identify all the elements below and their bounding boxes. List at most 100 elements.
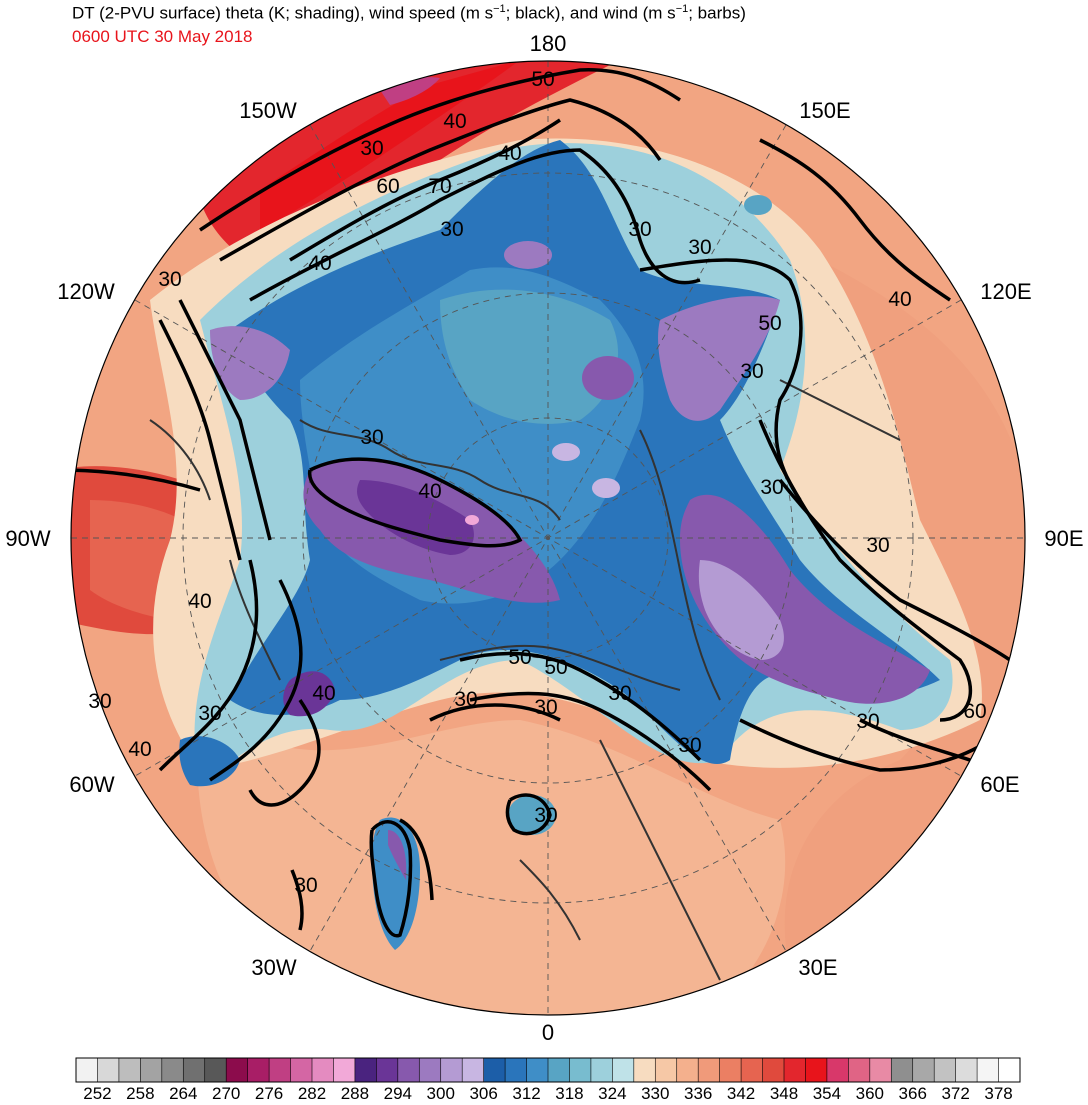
colorbar-swatch	[505, 1058, 527, 1082]
colorbar-tick-label: 348	[770, 1084, 798, 1103]
colorbar-tick-label: 282	[298, 1084, 326, 1103]
contour-west-1	[178, 299, 272, 541]
jet-contour-pacific-4	[289, 118, 561, 262]
colorbar-swatch	[97, 1058, 120, 1082]
colorbar-swatch	[161, 1058, 184, 1082]
colorbar-swatch	[998, 1058, 1021, 1082]
contour-atlantic-3	[290, 869, 304, 931]
contour-label: 40	[888, 288, 911, 311]
colorbar-swatch	[869, 1058, 892, 1082]
contour-atlantic-2	[399, 818, 434, 901]
colorbar-tick-label: 366	[899, 1084, 927, 1103]
contour-label: 40	[498, 142, 521, 165]
contour-label: 30	[608, 682, 631, 705]
contour-southwest-3	[248, 699, 321, 807]
contour-label: 60	[963, 700, 986, 723]
contour-northeast-2	[759, 138, 951, 302]
theta-shading	[71, 61, 1025, 1015]
lon-label-0: 0	[542, 1020, 554, 1045]
colorbar-tick-label: 378	[984, 1084, 1012, 1103]
colorbar-swatch	[569, 1058, 592, 1082]
contour-south-3	[429, 703, 561, 722]
colorbar-swatch	[719, 1058, 742, 1082]
colorbar-swatch	[977, 1058, 999, 1082]
valid-time: 0600 UTC 30 May 2018	[72, 27, 253, 46]
colorbar-tick-label: 288	[341, 1084, 369, 1103]
contour-label: 30	[740, 360, 763, 383]
southwest-blue	[179, 736, 240, 787]
lon-label-60e: 60E	[980, 772, 1019, 797]
contour-label: 40	[443, 110, 466, 133]
contour-west-2	[158, 319, 242, 561]
contour-label: 60	[376, 175, 399, 198]
contour-label: 30	[534, 696, 557, 719]
cold-pool-east-inner	[698, 560, 784, 660]
cold-pool-west	[210, 326, 290, 400]
map-title: DT (2-PVU surface) theta (K; shading), w…	[72, 3, 746, 23]
contour-label: 70	[428, 175, 451, 198]
contour-label: 30	[294, 874, 317, 897]
wind-speed-contours	[71, 68, 1011, 938]
colorbar-swatch	[204, 1058, 227, 1082]
lon-label-120w: 120W	[57, 279, 115, 304]
colorbar-swatch	[269, 1058, 291, 1082]
colorbar-swatch	[183, 1058, 206, 1082]
colorbar-swatch	[548, 1058, 570, 1082]
vortex-teal-streak	[440, 289, 619, 424]
contour-southwest-2	[158, 559, 259, 772]
lon-label-60w: 60W	[69, 772, 114, 797]
colorbar-swatch	[784, 1058, 806, 1082]
colorbar-swatch	[312, 1058, 334, 1082]
colorbar-tick-labels: 252 258 264 270 276 282 288 294 300 306 312 318 324 3…	[83, 1084, 1012, 1103]
graticule	[71, 61, 1025, 1015]
contour-label: 30	[440, 218, 463, 241]
contour-atlantic-blob	[505, 793, 552, 836]
contour-label: 30	[760, 476, 783, 499]
colorbar-swatch	[848, 1058, 871, 1082]
contour-label: 30	[360, 426, 383, 449]
map-boundary	[70, 60, 1026, 1016]
colorbar-swatch	[462, 1058, 484, 1082]
colorbar-swatch	[655, 1058, 678, 1082]
contour-east-4	[859, 718, 971, 762]
contour-label: 30	[678, 734, 701, 757]
contour-label: 50	[544, 656, 567, 679]
colorbar-swatch	[140, 1058, 163, 1082]
cold-pool-siberia	[658, 296, 780, 421]
warm-region-south	[196, 700, 786, 1015]
contour-label: 40	[128, 738, 151, 761]
contour-label: 30	[198, 702, 221, 725]
colorbar-tick-label: 294	[384, 1084, 412, 1103]
contour-northeast	[639, 258, 803, 501]
colorbar-swatch	[397, 1058, 420, 1082]
contour-label: 40	[188, 590, 211, 613]
contour-label: 40	[308, 252, 331, 275]
coastlines	[149, 379, 901, 981]
colorbar-tick-label: 372	[941, 1084, 969, 1103]
contour-label-group: 50 40 30 40 60 70 30 40 30 30 30 40 50 30 30 40 30 30 40 50…	[88, 68, 986, 897]
lon-label-90w: 90W	[5, 526, 50, 551]
contour-east-1	[758, 419, 972, 722]
contour-label: 30	[454, 688, 477, 711]
lon-label-120e: 120E	[980, 279, 1031, 304]
colorbar-tick-label: 300	[427, 1084, 455, 1103]
cold-blob-1	[504, 241, 552, 269]
colorbar-swatch	[440, 1058, 463, 1082]
contour-label: 30	[534, 804, 557, 827]
contour-east-2	[778, 478, 1011, 662]
jet-contour-pacific-2	[219, 98, 662, 262]
colorbar-swatch	[354, 1058, 377, 1082]
contour-label: 40	[312, 682, 335, 705]
colorbar-swatch	[891, 1058, 914, 1082]
colorbar-swatch	[934, 1058, 956, 1082]
colorbar-tick-label: 342	[727, 1084, 755, 1103]
colorbar-swatch	[633, 1058, 656, 1082]
contour-label: 50	[758, 312, 781, 335]
colorbar-tick-label: 258	[126, 1084, 154, 1103]
colorbar-tick-label: 336	[684, 1084, 712, 1103]
colorbar-tick-label: 270	[212, 1084, 240, 1103]
colorbar-tick-label: 330	[641, 1084, 669, 1103]
colorbar-swatch	[76, 1058, 98, 1082]
contour-label: 50	[531, 68, 554, 91]
